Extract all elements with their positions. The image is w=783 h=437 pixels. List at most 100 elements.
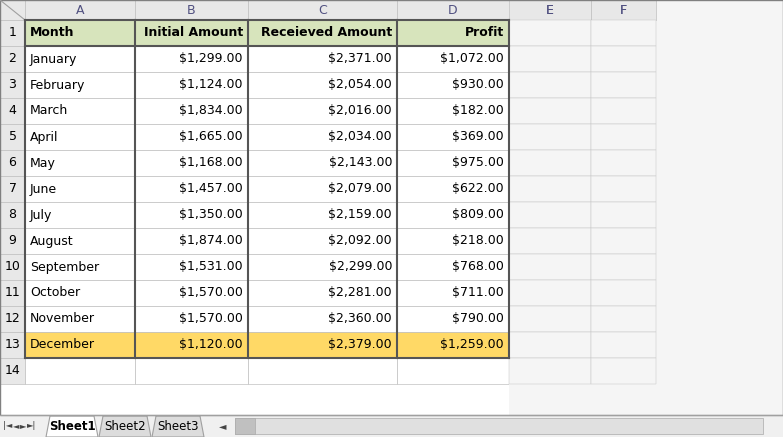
- Bar: [509, 150, 591, 176]
- Bar: [135, 124, 248, 150]
- Bar: [591, 306, 656, 332]
- Bar: [509, 332, 591, 358]
- Text: $1,570.00: $1,570.00: [179, 312, 243, 326]
- Text: 1: 1: [9, 27, 16, 39]
- Bar: [509, 358, 591, 384]
- Bar: [397, 72, 509, 98]
- Bar: [135, 0, 248, 20]
- Bar: [0, 0, 25, 20]
- Text: Profit: Profit: [465, 27, 504, 39]
- Bar: [509, 0, 591, 20]
- Bar: [509, 124, 591, 150]
- Bar: [509, 202, 591, 228]
- Text: 3: 3: [9, 79, 16, 91]
- Bar: [25, 150, 135, 176]
- Bar: [0, 254, 25, 280]
- Text: Month: Month: [30, 27, 74, 39]
- Bar: [135, 306, 248, 332]
- Text: $768.00: $768.00: [452, 260, 504, 274]
- Text: ►|: ►|: [27, 422, 36, 430]
- Bar: [509, 20, 591, 46]
- Bar: [591, 150, 656, 176]
- Bar: [509, 228, 591, 254]
- Text: |◄: |◄: [3, 422, 13, 430]
- Bar: [235, 418, 763, 434]
- Text: $930.00: $930.00: [453, 79, 504, 91]
- Bar: [591, 280, 656, 306]
- Text: $711.00: $711.00: [453, 287, 504, 299]
- Text: $2,360.00: $2,360.00: [328, 312, 392, 326]
- Bar: [135, 98, 248, 124]
- Bar: [25, 176, 135, 202]
- Bar: [509, 46, 591, 72]
- Bar: [0, 20, 25, 46]
- Bar: [248, 0, 397, 20]
- Text: $1,834.00: $1,834.00: [179, 104, 243, 118]
- Bar: [509, 150, 591, 176]
- Text: $2,034.00: $2,034.00: [328, 131, 392, 143]
- Bar: [25, 72, 135, 98]
- Text: November: November: [30, 312, 95, 326]
- Text: $2,092.00: $2,092.00: [328, 235, 392, 247]
- Text: ◄: ◄: [219, 421, 227, 431]
- Text: August: August: [30, 235, 74, 247]
- Bar: [509, 280, 591, 306]
- Text: 8: 8: [9, 208, 16, 222]
- Text: $1,874.00: $1,874.00: [179, 235, 243, 247]
- Text: ◄: ◄: [13, 422, 20, 430]
- Bar: [248, 176, 397, 202]
- Text: 14: 14: [5, 364, 20, 378]
- Bar: [591, 332, 656, 358]
- Text: $1,299.00: $1,299.00: [179, 52, 243, 66]
- Text: C: C: [318, 3, 327, 17]
- Bar: [248, 254, 397, 280]
- Bar: [135, 332, 248, 358]
- Text: A: A: [76, 3, 85, 17]
- Bar: [25, 98, 135, 124]
- Bar: [0, 176, 25, 202]
- Text: 12: 12: [5, 312, 20, 326]
- Text: 7: 7: [9, 183, 16, 195]
- Bar: [248, 150, 397, 176]
- Bar: [0, 46, 25, 72]
- Bar: [591, 202, 656, 228]
- Bar: [235, 418, 255, 434]
- Text: F: F: [620, 3, 627, 17]
- Polygon shape: [99, 416, 151, 437]
- Bar: [25, 124, 135, 150]
- Bar: [0, 202, 25, 228]
- Bar: [591, 20, 656, 46]
- Bar: [509, 358, 591, 384]
- Bar: [25, 358, 135, 384]
- Text: $1,259.00: $1,259.00: [440, 339, 504, 351]
- Text: F: F: [620, 3, 627, 17]
- Bar: [591, 0, 656, 20]
- Bar: [591, 124, 656, 150]
- Bar: [25, 202, 135, 228]
- Bar: [591, 176, 656, 202]
- Text: $1,457.00: $1,457.00: [179, 183, 243, 195]
- Text: 11: 11: [5, 287, 20, 299]
- Text: Sheet3: Sheet3: [157, 420, 199, 433]
- Bar: [591, 358, 656, 384]
- Text: 6: 6: [9, 156, 16, 170]
- Bar: [509, 202, 591, 228]
- Bar: [248, 332, 397, 358]
- Bar: [591, 176, 656, 202]
- Bar: [248, 228, 397, 254]
- Text: $1,120.00: $1,120.00: [179, 339, 243, 351]
- Bar: [509, 176, 591, 202]
- Text: 13: 13: [5, 339, 20, 351]
- Bar: [397, 46, 509, 72]
- Bar: [509, 332, 591, 358]
- Bar: [591, 98, 656, 124]
- Bar: [509, 72, 591, 98]
- Bar: [25, 0, 135, 20]
- Bar: [25, 20, 135, 46]
- Bar: [591, 46, 656, 72]
- Bar: [509, 306, 591, 332]
- Bar: [248, 202, 397, 228]
- Bar: [25, 228, 135, 254]
- Text: $2,143.00: $2,143.00: [329, 156, 392, 170]
- Bar: [0, 72, 25, 98]
